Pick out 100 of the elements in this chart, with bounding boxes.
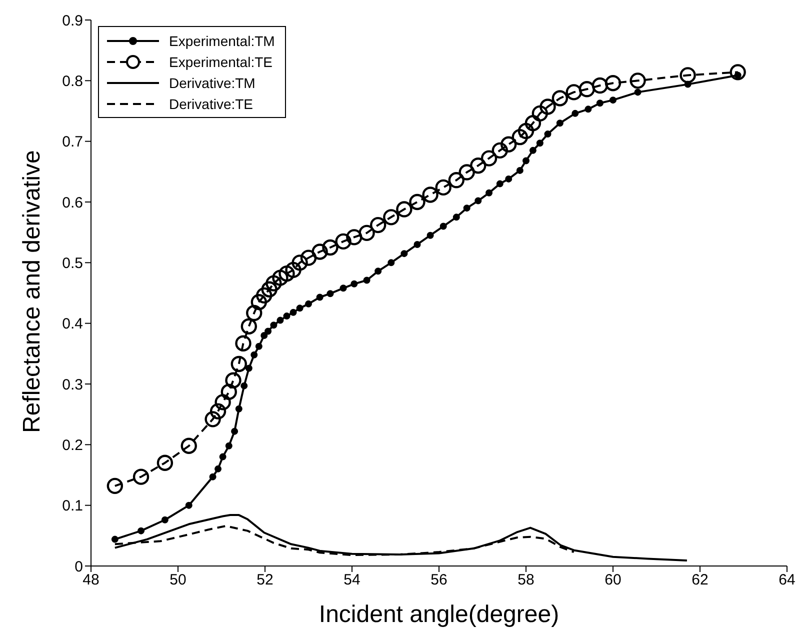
point <box>435 179 452 196</box>
point <box>440 222 447 230</box>
point <box>383 209 400 226</box>
point <box>486 189 493 196</box>
point <box>505 175 512 182</box>
point <box>272 270 288 286</box>
point <box>161 516 168 524</box>
x-tick-label: 64 <box>778 572 796 589</box>
point <box>396 201 412 218</box>
point <box>540 98 556 115</box>
point <box>414 240 421 248</box>
point <box>276 316 284 324</box>
point <box>358 224 375 242</box>
point <box>388 259 395 266</box>
point <box>283 312 290 320</box>
point <box>500 136 517 152</box>
point <box>225 372 242 388</box>
x-tick-label: 50 <box>170 572 186 589</box>
point <box>566 84 582 100</box>
y-tick-label: 0 <box>74 558 83 576</box>
point <box>278 265 295 282</box>
y-tick-label: 0.5 <box>62 254 83 272</box>
point <box>350 280 358 288</box>
point <box>138 527 145 534</box>
point <box>214 394 231 410</box>
point <box>492 142 508 159</box>
legend-label: Derivative:TM <box>169 74 256 90</box>
point <box>132 468 150 485</box>
point <box>246 304 262 322</box>
point <box>185 502 192 509</box>
point <box>250 294 268 310</box>
point <box>452 214 460 221</box>
point <box>209 473 216 480</box>
x-axis-title: Incident angle(degree) <box>318 601 560 628</box>
y-axis-title: Reflectance and derivative <box>18 150 46 433</box>
point <box>210 403 226 420</box>
point <box>518 122 534 140</box>
y-tick-label: 0.9 <box>62 12 83 30</box>
point <box>260 332 268 339</box>
point <box>363 276 370 284</box>
point <box>340 284 347 292</box>
point <box>516 166 524 174</box>
point <box>204 411 221 428</box>
point <box>448 172 464 188</box>
line-series <box>114 514 688 562</box>
point <box>634 88 642 96</box>
point <box>235 335 252 352</box>
point <box>292 254 308 271</box>
point <box>326 290 334 298</box>
point <box>312 244 328 260</box>
point <box>578 81 595 98</box>
point <box>255 342 262 350</box>
point <box>256 287 272 304</box>
point <box>106 478 124 494</box>
point <box>374 268 382 275</box>
x-tick-label: 48 <box>82 572 100 589</box>
point <box>346 229 362 246</box>
point <box>296 304 304 312</box>
point <box>266 275 282 292</box>
x-tick-label: 54 <box>344 572 360 589</box>
x-tick-label: 60 <box>604 572 622 589</box>
legend-label: Derivative:TE <box>169 96 254 112</box>
x-tick-label: 52 <box>256 572 274 589</box>
y-tick-label: 0.8 <box>62 72 83 90</box>
point <box>235 405 242 412</box>
point <box>596 100 604 107</box>
point <box>544 130 552 138</box>
y-tick-label: 0.3 <box>62 376 83 394</box>
x-tick-label: 62 <box>692 572 708 589</box>
point <box>458 164 475 180</box>
point <box>680 67 696 84</box>
point <box>400 250 408 258</box>
point <box>480 150 498 166</box>
point <box>522 157 530 164</box>
point <box>556 120 564 127</box>
point <box>214 465 222 472</box>
point <box>261 281 278 298</box>
point <box>335 233 352 250</box>
y-tick-label: 0.1 <box>62 498 83 515</box>
point <box>264 328 272 335</box>
point <box>300 250 317 266</box>
point <box>305 300 312 308</box>
point <box>524 115 542 132</box>
point <box>219 453 226 460</box>
point <box>529 146 536 154</box>
y-tick-label: 0.6 <box>62 194 83 212</box>
point <box>250 351 258 358</box>
point <box>240 318 258 334</box>
x-tick-label: 56 <box>430 572 448 589</box>
point <box>230 356 247 372</box>
legend-label: Experimental:TE <box>169 54 272 70</box>
point <box>245 364 252 372</box>
point <box>552 90 568 106</box>
point <box>496 180 504 188</box>
point <box>592 77 608 94</box>
point <box>111 536 118 543</box>
point <box>290 308 297 316</box>
point <box>270 322 278 329</box>
point <box>316 294 324 301</box>
point <box>422 186 438 203</box>
